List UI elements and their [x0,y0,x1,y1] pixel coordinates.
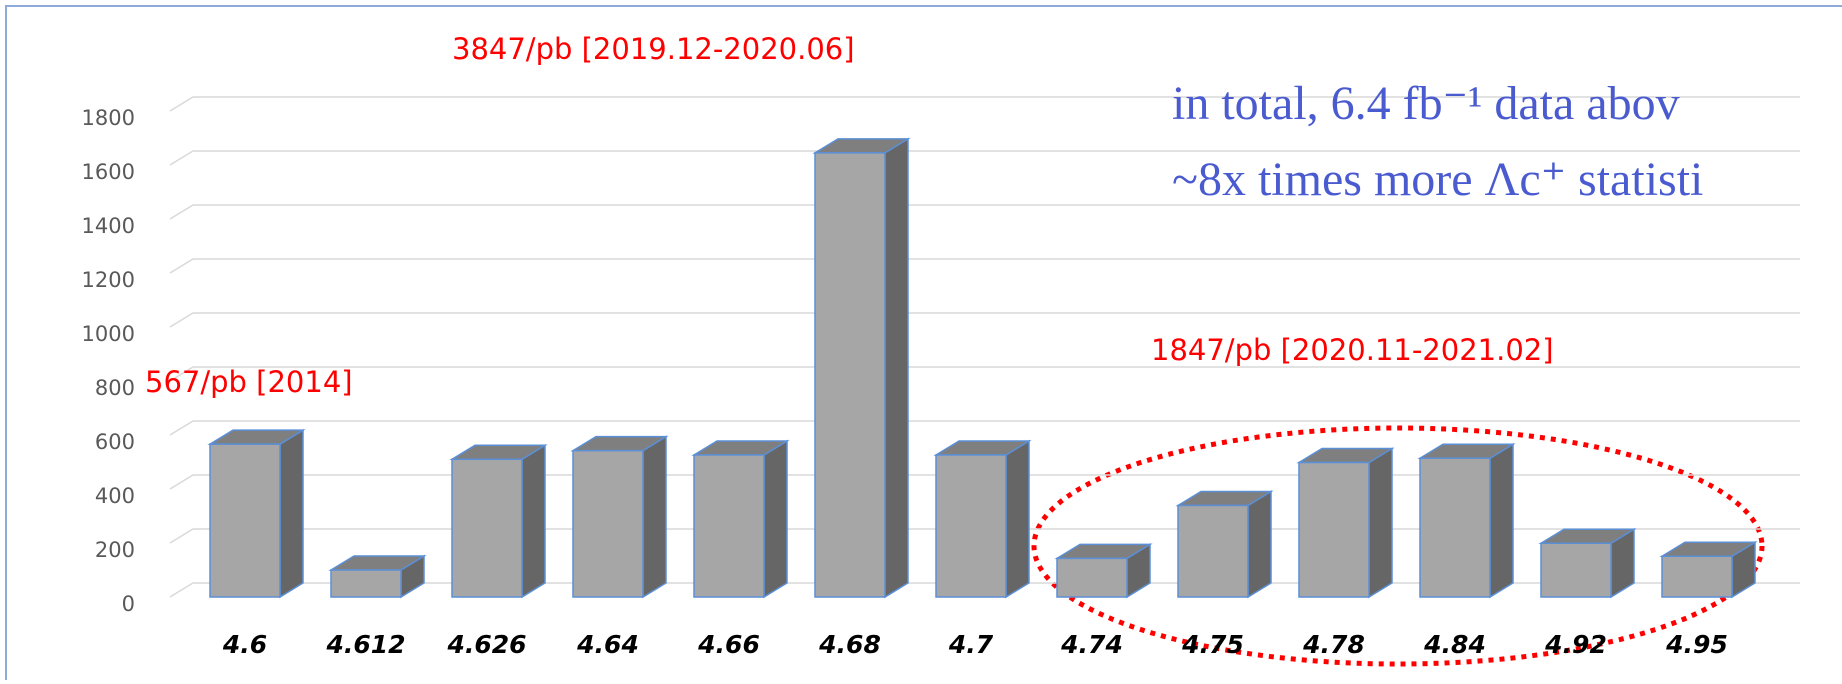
bar-side [521,443,546,599]
x-tick-label: 4.7 [948,630,994,659]
bar [693,454,765,598]
bar [572,449,644,598]
bar-side [1005,439,1030,599]
bar [1419,457,1491,598]
y-tick-label: 400 [95,484,135,508]
grid-line [169,258,1800,274]
bar [1056,557,1128,598]
y-tick-label: 1000 [82,322,135,346]
bar [209,443,281,598]
x-tick-label: 4.612 [325,630,405,659]
x-tick-label: 4.68 [818,630,881,659]
annotation: 567/pb [2014] [145,365,353,399]
x-tick-label: 4.6 [222,630,267,659]
grid-line [169,312,1800,328]
grid-line [169,366,1800,382]
y-tick-label: 0 [122,592,135,616]
bar-side [642,435,667,599]
bar [1540,542,1612,598]
bar [451,458,523,598]
grid-line [169,96,1800,112]
grid-line [169,474,1800,490]
bar-side [1247,490,1272,599]
bar-side [763,439,788,599]
bars-layer: 4.6 4.612 4.626 4.64 4.66 4.68 4.7 4.74 4.75 4.78… [207,137,1758,659]
x-tick-label: 4.64 [576,630,639,659]
annotation: 3847/pb [2019.12-2020.06] [452,32,855,66]
y-tick-label: 1600 [82,160,135,184]
bar [1177,504,1249,598]
y-tick-label: 200 [95,538,135,562]
annotation: 1847/pb [2020.11-2021.02] [1151,333,1554,367]
bar [330,569,402,598]
y-tick-label: 800 [95,376,135,400]
x-tick-label: 4.66 [697,630,760,659]
bar-side [279,428,304,599]
grid-line [169,204,1800,220]
grid-layer: 0 200 400 600 800 1000 1200 1400 1600 1800 [82,96,1800,616]
x-tick-label: 4.92 [1544,630,1607,659]
x-tick-label: 4.74 [1060,630,1123,659]
y-tick-label: 1400 [82,214,135,238]
annotation: in total, 6.4 fb⁻¹ data abov [1172,77,1680,130]
bar-side [1368,447,1393,599]
annotation: ~8x times more Λc⁺ statisti [1172,153,1703,206]
bar [1298,461,1370,598]
y-tick-label: 600 [95,430,135,454]
grid-line [169,420,1800,436]
x-tick-label: 4.95 [1665,630,1728,659]
x-tick-label: 4.84 [1423,630,1486,659]
x-tick-label: 4.78 [1302,630,1365,659]
y-tick-label: 1200 [82,268,135,292]
slide-frame [5,5,1842,684]
bar-side [1489,442,1514,599]
y-tick-label: 1800 [82,106,135,130]
x-tick-label: 4.626 [446,630,526,659]
bar [935,454,1007,598]
bar-side [884,137,909,599]
highlight-ellipse [1031,425,1765,667]
bar [814,152,886,598]
bar [1661,555,1733,598]
grid-line [169,150,1800,166]
x-tick-label: 4.75 [1181,630,1244,659]
